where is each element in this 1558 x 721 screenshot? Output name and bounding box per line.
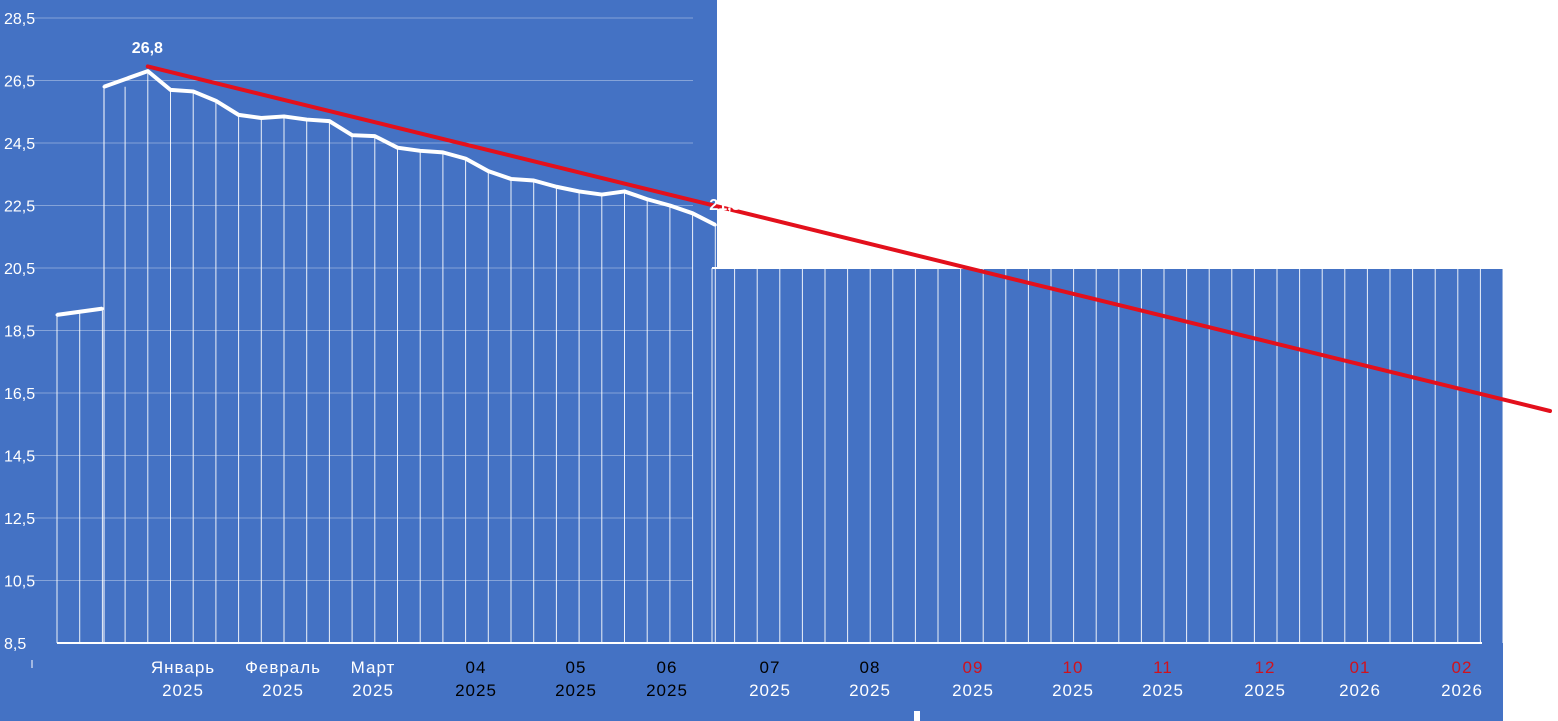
data-point	[191, 89, 195, 93]
x-tick-label: 09	[963, 658, 984, 677]
data-label: 26,8	[132, 40, 163, 57]
x-tick-label: Март	[351, 658, 396, 677]
x-axis-ticks: Январь 2025 Февраль 2025 Март 2025 04 2025 05 202…	[151, 658, 1483, 700]
x-tick-label: 04	[466, 658, 487, 677]
data-point	[282, 114, 286, 118]
data-point	[373, 134, 377, 138]
data-point	[396, 146, 399, 150]
x-tick-label: 07	[760, 658, 781, 677]
column-dividers	[56, 71, 1504, 643]
forecast-area-strip	[717, 711, 914, 721]
data-point	[623, 189, 626, 193]
x-tick-label: Январь	[151, 658, 215, 677]
x-tick-label: 2025	[262, 681, 304, 700]
data-label: 21,88	[709, 197, 749, 214]
data-point	[169, 88, 172, 92]
data-point	[600, 193, 604, 197]
x-tick-label: 2025	[849, 681, 891, 700]
y-tick-label: 16,5	[4, 386, 35, 403]
data-point	[464, 157, 468, 161]
gridlines	[30, 17, 1482, 668]
data-point	[146, 69, 150, 73]
data-point	[102, 85, 106, 89]
x-tick-label: 11	[1153, 658, 1173, 677]
x-tick-label: 06	[657, 658, 678, 677]
y-tick-label: 14,5	[4, 449, 35, 466]
series-layer	[55, 69, 717, 317]
data-point	[305, 118, 309, 122]
x-tick-label: 08	[860, 658, 881, 677]
trend-line	[145, 64, 1552, 414]
forecast-area-strip	[920, 711, 1503, 721]
y-tick-label: 28,5	[4, 11, 35, 28]
data-point	[237, 113, 241, 117]
x-tick-label: Февраль	[245, 658, 321, 677]
trend-layer	[145, 64, 1552, 414]
x-tick-label: 05	[566, 658, 587, 677]
y-tick-label: 20,5	[4, 261, 35, 278]
y-axis-ticks: 8,5 10,5 12,5 14,5 16,5 18,5 20,5 22,5 24,5 26,5 2…	[4, 11, 35, 653]
x-tick-label: 2025	[352, 681, 394, 700]
data-point	[78, 310, 82, 314]
data-point	[713, 223, 717, 227]
data-point	[645, 197, 649, 201]
y-tick-label: 22,5	[4, 199, 35, 216]
forecast-area	[712, 268, 1503, 711]
y-tick-label: 18,5	[4, 324, 35, 341]
data-point	[327, 119, 331, 123]
x-tick-label: 2025	[455, 681, 497, 700]
x-tick-label: 2025	[555, 681, 597, 700]
data-point	[214, 99, 218, 103]
y-tick-label: 12,5	[4, 511, 35, 528]
x-tick-label: 2026	[1339, 681, 1381, 700]
x-tick-label: 01	[1350, 658, 1371, 677]
x-tick-label: 2025	[646, 681, 688, 700]
data-point	[509, 177, 513, 181]
x-tick-label: 10	[1063, 658, 1084, 677]
data-point	[486, 169, 490, 173]
x-tick-label: 02	[1452, 658, 1473, 677]
y-tick-label: 8,5	[4, 636, 26, 653]
data-point	[350, 133, 354, 137]
data-labels: 26,8 21,88	[132, 40, 750, 214]
data-point	[55, 313, 59, 317]
data-point	[441, 150, 445, 154]
x-tick-label: 2026	[1441, 681, 1483, 700]
x-tick-label: 2025	[952, 681, 994, 700]
y-tick-label: 24,5	[4, 136, 35, 153]
data-point	[691, 211, 695, 215]
plot-area	[0, 0, 717, 721]
y-tick-label: 26,5	[4, 74, 35, 91]
data-point	[668, 204, 672, 207]
x-tick-label: 2025	[1244, 681, 1286, 700]
x-tick-label: 2025	[749, 681, 791, 700]
x-tick-label: 2025	[1052, 681, 1094, 700]
data-point	[532, 179, 536, 182]
x-tick-label: 2025	[162, 681, 204, 700]
data-point	[100, 307, 104, 311]
data-point	[418, 149, 422, 153]
x-tick-label: 2025	[1142, 681, 1184, 700]
data-point	[554, 185, 558, 189]
x-tick-label: 12	[1255, 658, 1276, 677]
y-tick-label: 10,5	[4, 574, 35, 591]
data-point	[259, 116, 263, 120]
data-point	[577, 189, 581, 193]
